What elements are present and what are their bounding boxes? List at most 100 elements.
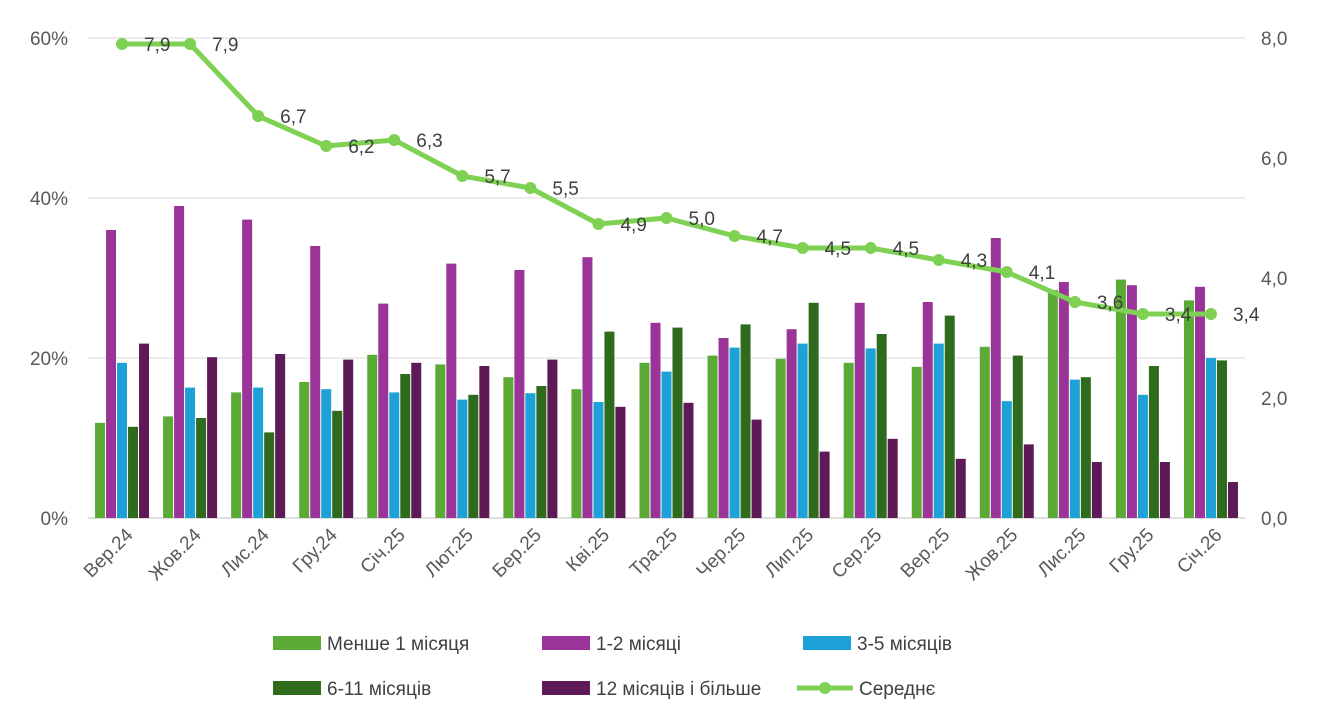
- category-label: Гру.24: [289, 524, 342, 577]
- bar: [672, 327, 683, 518]
- data-label: 4,5: [893, 239, 919, 260]
- legend-swatch: [273, 636, 321, 650]
- line-marker: [116, 38, 129, 50]
- bar: [571, 389, 582, 518]
- category-label: Лип.25: [761, 525, 818, 582]
- bar: [185, 387, 196, 518]
- bar: [1012, 355, 1023, 518]
- category-axis: Вер.24 Жов.24 Лис.24 Гру.24 Січ.25 Лют.25 Бер.…: [80, 524, 1226, 585]
- bar: [786, 329, 797, 518]
- legend-label: 1-2 місяці: [596, 634, 681, 655]
- bar: [128, 426, 139, 518]
- legend-label: 12 місяців і більше: [596, 679, 761, 700]
- bar: [1069, 379, 1080, 518]
- line-marker: [320, 140, 333, 152]
- bar: [332, 410, 343, 518]
- bar: [1080, 377, 1091, 518]
- bar: [604, 331, 615, 518]
- bar: [911, 366, 922, 518]
- bar: [593, 402, 604, 518]
- data-labels: 7,9 7,9 6,7 6,2 6,3 5,7 5,5 4,9 5,0 4,7 4,5 4,5 4,3 4…: [144, 35, 1260, 326]
- bar: [525, 393, 536, 518]
- data-label: 3,4: [1233, 305, 1260, 326]
- bar: [582, 257, 593, 518]
- bar: [435, 364, 446, 518]
- bar: [1001, 401, 1012, 518]
- bar: [446, 263, 457, 518]
- category-label: Січ.25: [357, 525, 410, 578]
- legend: Менше 1 місяця 1-2 місяці 3-5 місяців 6-11 …: [273, 634, 952, 700]
- bar: [264, 432, 275, 518]
- category-label: Лис.25: [1034, 525, 1091, 582]
- bar: [106, 230, 117, 518]
- bars: [95, 206, 1238, 518]
- bar: [242, 219, 253, 518]
- line-marker: [252, 110, 265, 122]
- left-axis-tick-label: 60%: [30, 29, 68, 50]
- bar: [729, 347, 740, 518]
- category-label: Кві.25: [563, 525, 614, 576]
- bar: [955, 458, 966, 518]
- legend-label: 6-11 місяців: [327, 679, 431, 700]
- bar: [1148, 366, 1159, 518]
- bar: [615, 406, 626, 518]
- bar: [479, 366, 490, 518]
- bar: [1137, 394, 1148, 518]
- bar: [378, 303, 389, 518]
- line-marker: [456, 170, 469, 182]
- bar: [979, 346, 990, 518]
- left-axis-tick-label: 40%: [30, 189, 68, 210]
- line-marker: [1068, 296, 1081, 308]
- bar: [343, 359, 354, 518]
- category-label: Тра.25: [626, 525, 682, 581]
- bar: [1227, 482, 1238, 518]
- bar: [299, 382, 310, 518]
- bar: [231, 392, 242, 518]
- average-line: [116, 38, 1217, 320]
- bar: [1159, 462, 1170, 518]
- data-label: 5,5: [552, 179, 578, 200]
- category-label: Жов.25: [962, 525, 1022, 585]
- bar: [740, 324, 751, 518]
- category-label: Лют.25: [421, 525, 478, 582]
- bar: [683, 402, 694, 518]
- legend-swatch: [273, 681, 321, 695]
- data-label: 6,2: [348, 137, 374, 158]
- line-marker: [184, 38, 197, 50]
- legend-swatch: [542, 681, 590, 695]
- category-label: Гру.25: [1106, 525, 1159, 578]
- category-label: Чер.25: [693, 525, 750, 582]
- bar: [944, 315, 955, 518]
- bar: [751, 419, 762, 518]
- bar: [163, 416, 174, 518]
- bar: [411, 362, 422, 518]
- bar: [1126, 285, 1137, 518]
- legend-label: 3-5 місяців: [857, 634, 952, 655]
- bar: [139, 343, 150, 518]
- bar: [253, 387, 264, 518]
- right-axis-tick-label: 0,0: [1261, 509, 1287, 530]
- bar: [95, 422, 106, 518]
- category-label: Вер.25: [897, 525, 954, 582]
- legend-swatch: [542, 636, 590, 650]
- legend-label: Менше 1 місяця: [327, 634, 469, 655]
- line-marker: [592, 218, 605, 230]
- left-axis-tick-label: 20%: [30, 349, 68, 370]
- line-marker: [1000, 266, 1013, 278]
- category-label: Лис.24: [217, 524, 274, 581]
- data-label: 7,9: [144, 35, 170, 56]
- data-label: 7,9: [212, 35, 238, 56]
- data-label: 3,6: [1097, 293, 1123, 314]
- data-label: 6,3: [416, 131, 442, 152]
- bar: [389, 392, 400, 518]
- right-axis-tick-label: 2,0: [1261, 389, 1287, 410]
- data-label: 4,1: [1029, 263, 1055, 284]
- right-axis-tick-label: 8,0: [1261, 29, 1287, 50]
- bar: [876, 334, 887, 518]
- bar: [468, 394, 479, 518]
- line-marker: [524, 182, 537, 194]
- data-label: 5,7: [484, 167, 510, 188]
- legend-swatch: [803, 636, 851, 650]
- bar: [207, 357, 218, 518]
- bar: [650, 322, 661, 518]
